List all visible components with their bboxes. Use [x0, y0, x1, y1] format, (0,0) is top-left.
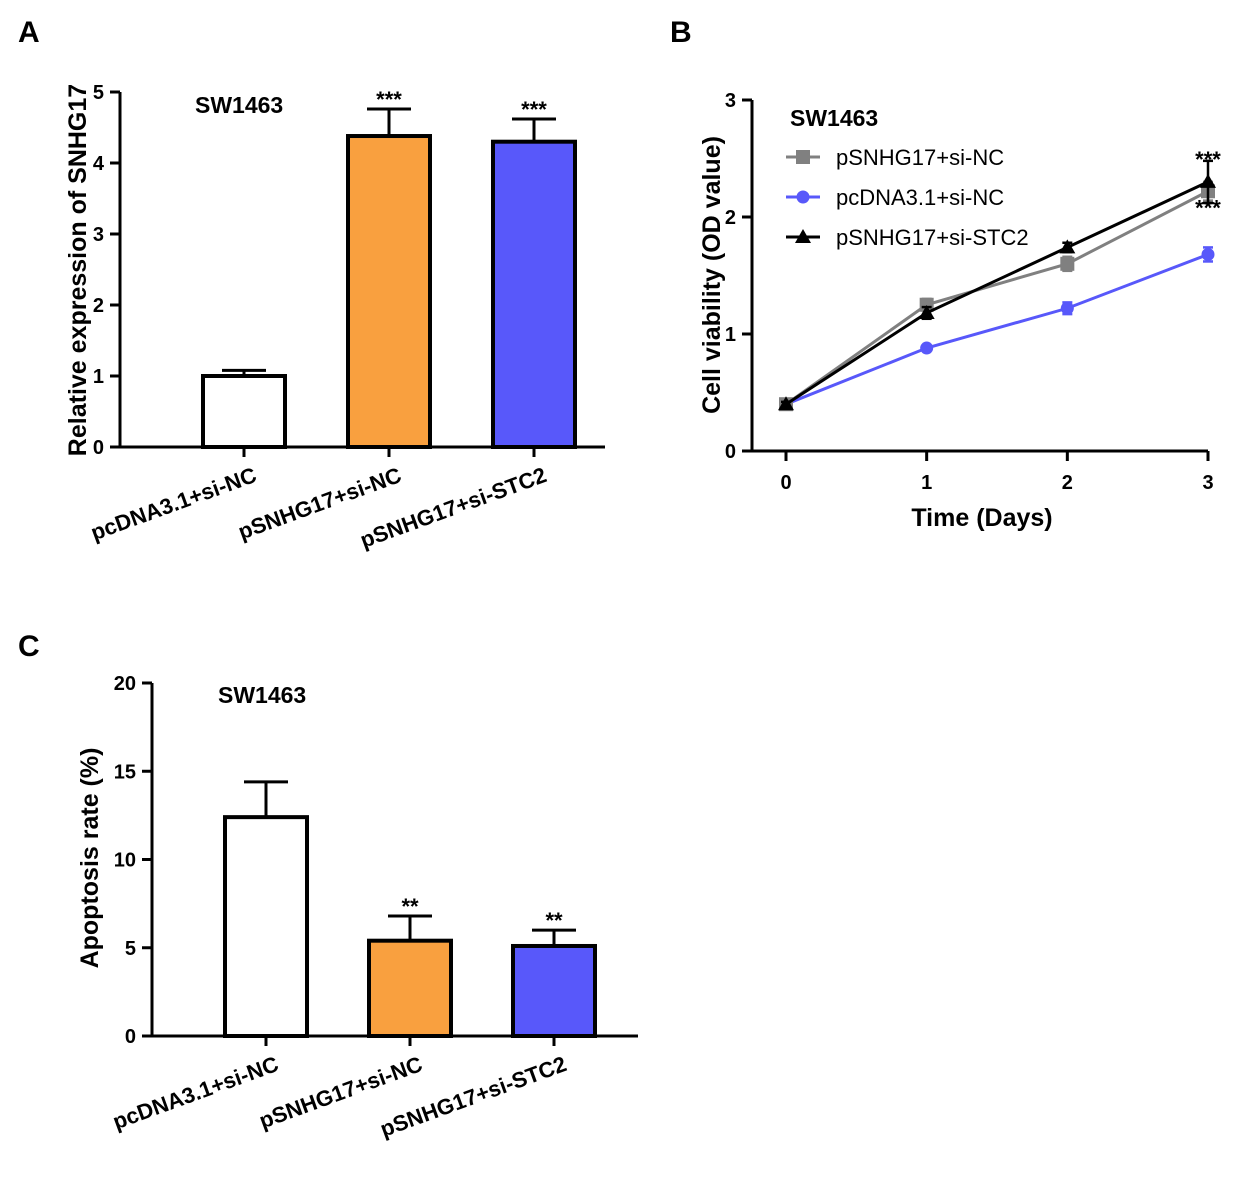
chart-b-title: SW1463 — [790, 105, 878, 131]
panel-label-c: C — [18, 630, 40, 663]
chart-a-ytick-label: 5 — [93, 82, 104, 104]
chart-c-bar — [223, 815, 309, 1039]
chart-c-significance: ** — [545, 908, 563, 933]
legend-label: pSNHG17+si-STC2 — [836, 225, 1029, 250]
chart-a-title: SW1463 — [195, 92, 283, 118]
chart-a: SW1463 Relative expression of SNHG17 0 1 2… — [64, 82, 605, 553]
chart-b-point-circle — [1060, 301, 1074, 315]
chart-c-category-label: pcDNA3.1+si-NC — [109, 1051, 281, 1134]
legend-marker-triangle — [795, 229, 811, 243]
chart-b-xtick-label: 0 — [780, 472, 791, 494]
chart-a-ytick-label: 0 — [93, 437, 104, 459]
chart-b-point-square — [1060, 256, 1075, 271]
chart-c-significance: ** — [401, 894, 419, 919]
chart-b-point-circle — [1201, 247, 1215, 261]
chart-c-ylabel: Apoptosis rate (%) — [76, 748, 104, 969]
chart-b-point-circle — [920, 341, 934, 355]
chart-c-title: SW1463 — [218, 682, 306, 708]
chart-b-xtick-label: 2 — [1062, 472, 1073, 494]
chart-c-ytick-label: 10 — [114, 850, 136, 872]
chart-b-xlabel: Time (Days) — [911, 504, 1052, 532]
chart-b-series-line-triangle — [785, 180, 1209, 406]
legend-marker-square — [796, 150, 810, 164]
chart-b-ytick-label: 3 — [725, 90, 736, 112]
chart-b: SW1463 Cell viability (OD value) Time (D… — [698, 90, 1221, 532]
chart-b-point-triangle — [1200, 173, 1216, 188]
chart-c-ytick-label: 5 — [125, 938, 136, 960]
chart-b-point-triangle — [778, 396, 794, 411]
chart-c-bar — [367, 938, 453, 1038]
legend-marker-circle — [796, 190, 810, 204]
panel-label-b: B — [670, 16, 692, 49]
chart-b-significance: *** — [1195, 195, 1221, 220]
chart-a-ytick-label: 4 — [93, 153, 105, 175]
chart-a-ytick-label: 3 — [93, 224, 104, 246]
chart-c-ytick-label: 20 — [114, 673, 136, 695]
chart-a-bar — [491, 139, 577, 449]
panel-label-a: A — [18, 16, 40, 49]
chart-a-ytick-label: 1 — [93, 366, 104, 388]
chart-a-bar — [201, 374, 287, 449]
chart-b-series-line-square — [785, 189, 1209, 406]
chart-a-bar — [346, 134, 432, 450]
chart-a-ylabel: Relative expression of SNHG17 — [64, 84, 92, 456]
chart-a-category-label: pcDNA3.1+si-NC — [87, 462, 259, 545]
chart-a-significance: *** — [521, 97, 547, 122]
chart-b-legend: pSNHG17+si-NC pcDNA3.1+si-NC pSNHG17+si-ST… — [786, 145, 1029, 250]
chart-a-ytick-label: 2 — [93, 295, 104, 317]
chart-a-significance: *** — [376, 87, 402, 112]
legend-label: pSNHG17+si-NC — [836, 145, 1004, 170]
chart-b-point-triangle — [1059, 239, 1076, 254]
chart-b-xtick-label: 3 — [1202, 472, 1213, 494]
chart-b-ylabel: Cell viability (OD value) — [698, 136, 726, 414]
chart-b-significance: *** — [1195, 147, 1221, 172]
chart-b-point-triangle — [918, 304, 935, 319]
chart-b-ytick-label: 1 — [725, 324, 736, 346]
chart-c: SW1463 Apoptosis rate (%) 0 5 10 15 20 pcDNA3… — [76, 673, 638, 1142]
legend-label: pcDNA3.1+si-NC — [836, 185, 1004, 210]
chart-b-ytick-label: 0 — [725, 441, 736, 463]
chart-b-xtick-label: 1 — [921, 472, 932, 494]
chart-b-ytick-label: 2 — [725, 207, 736, 229]
chart-c-bar — [511, 943, 597, 1038]
chart-c-ytick-label: 15 — [114, 761, 136, 783]
chart-c-ytick-label: 0 — [125, 1026, 136, 1048]
chart-b-series-line-circle — [785, 253, 1209, 406]
